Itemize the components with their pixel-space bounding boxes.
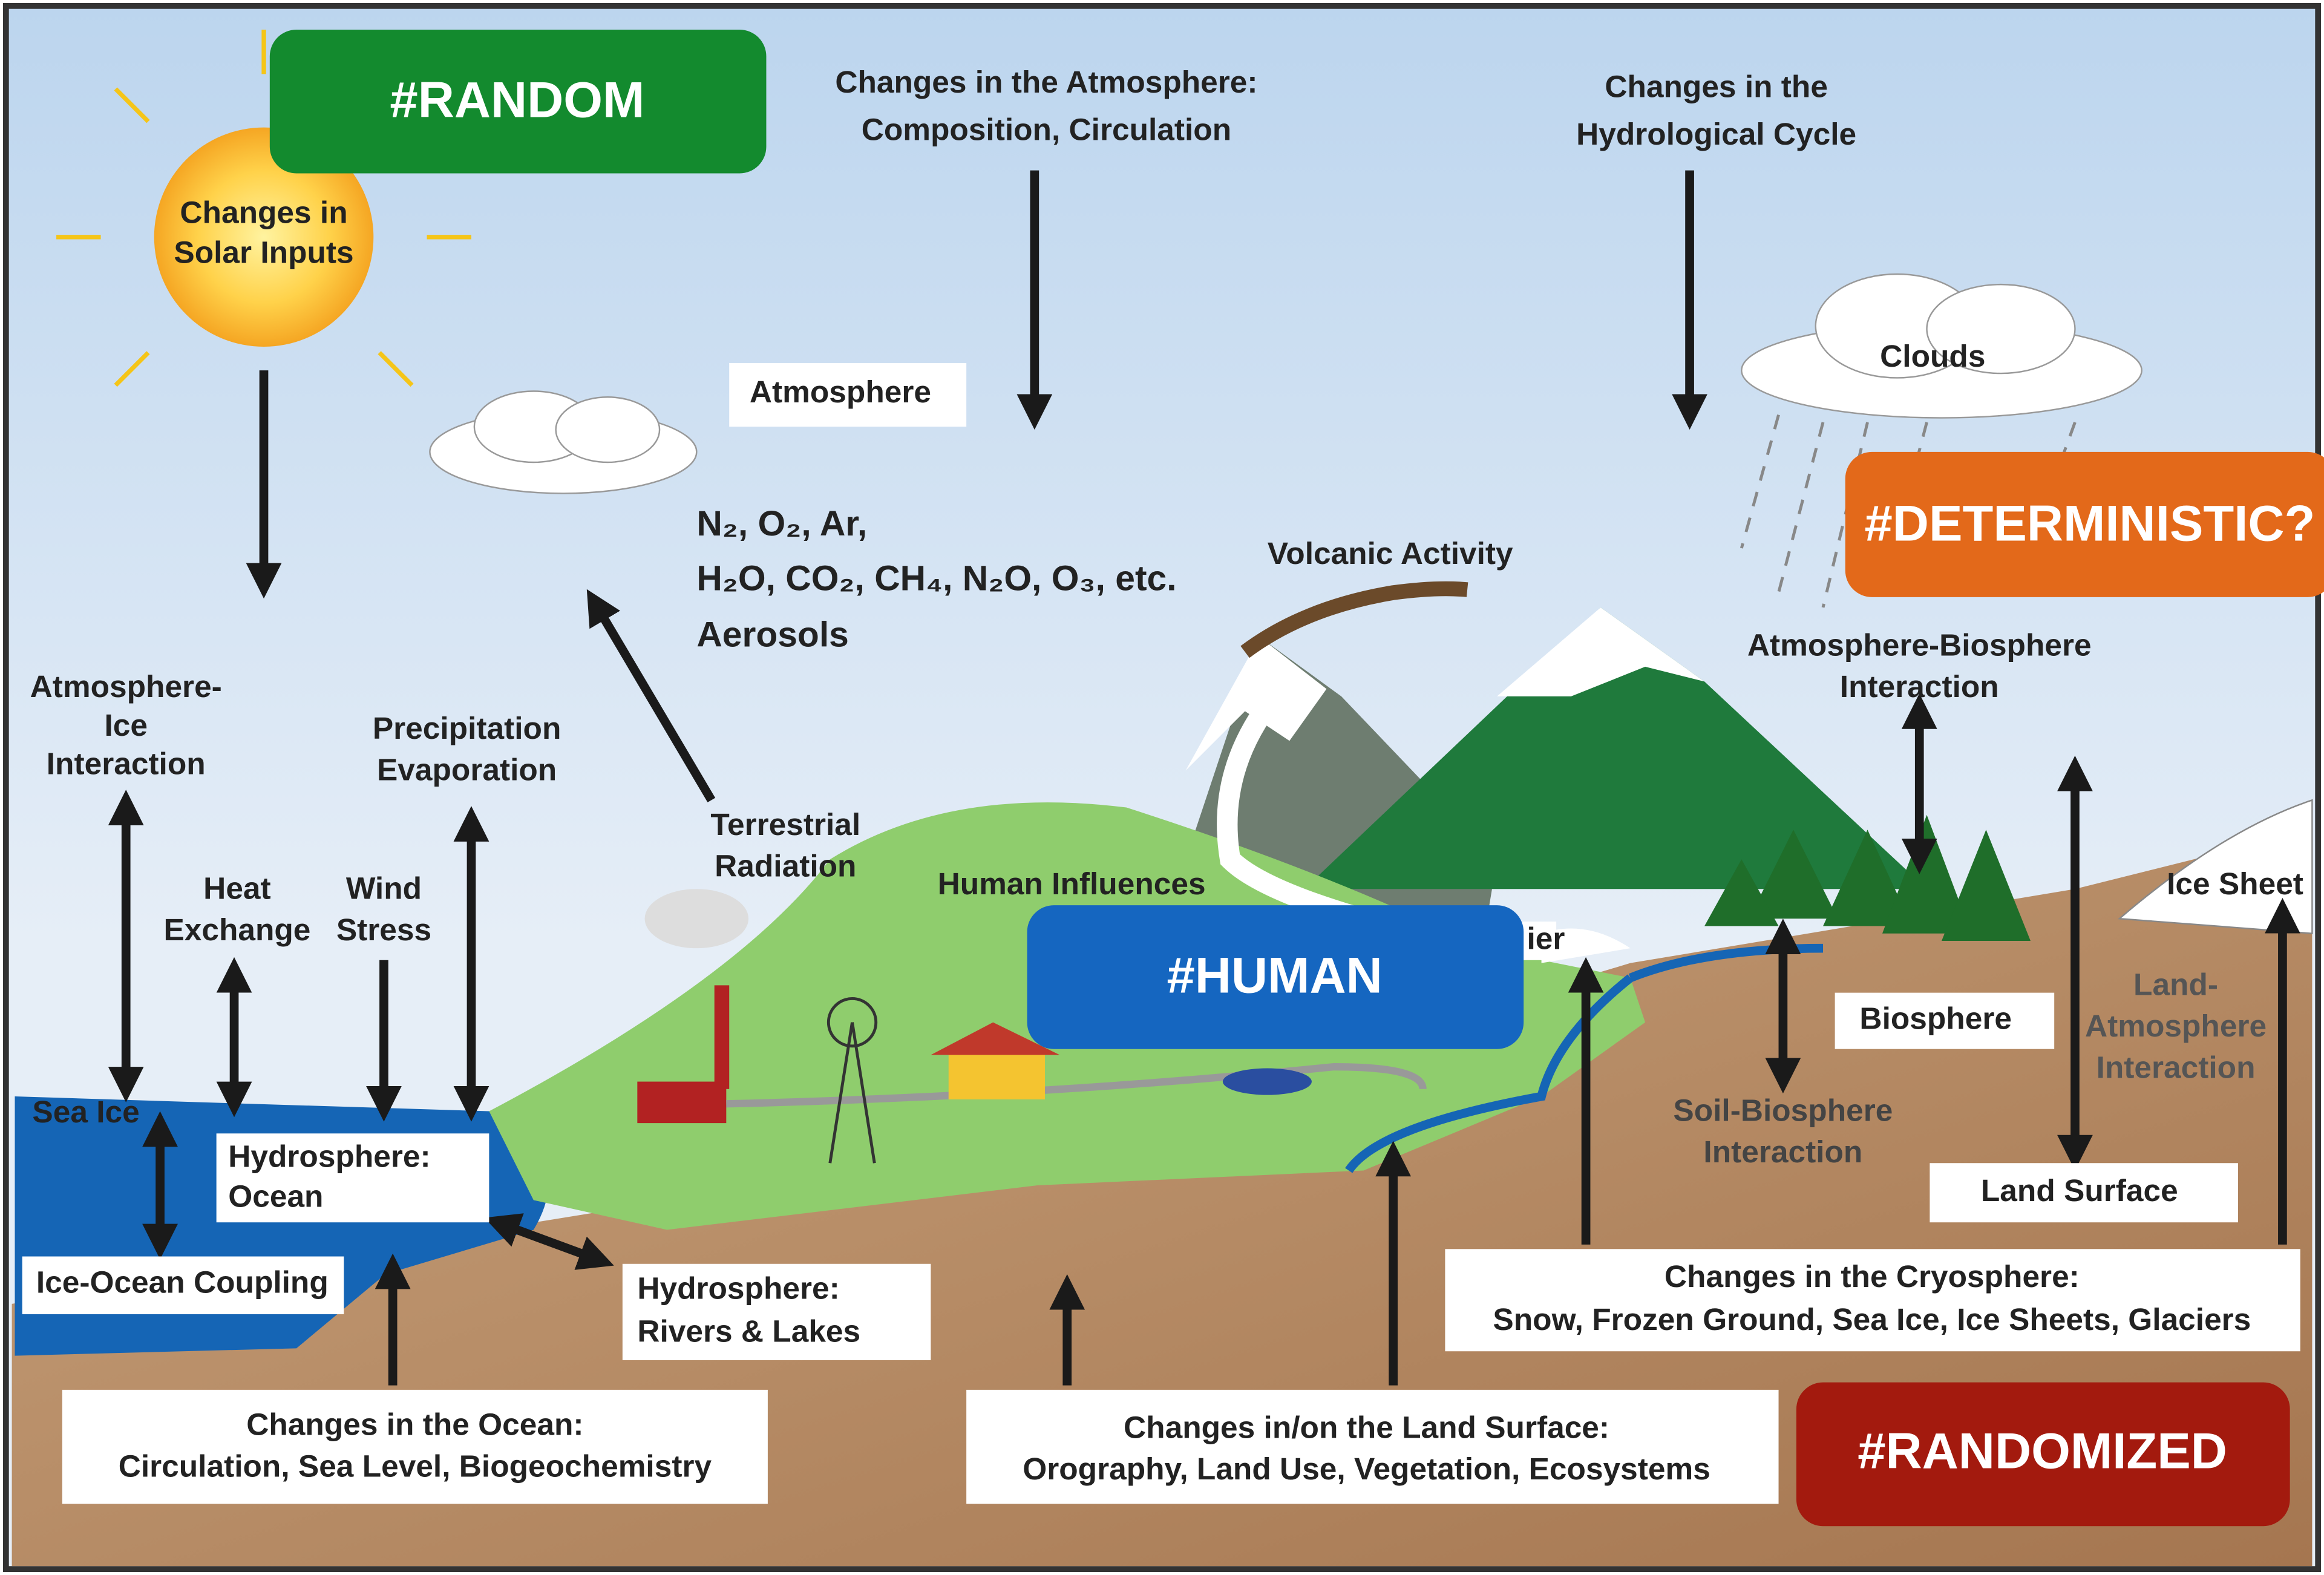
tag-randomized[interactable]: #RANDOMIZED	[1796, 1383, 2290, 1527]
climate-diagram: Changes in the Atmosphere: Composition, …	[0, 0, 2324, 1575]
label: Changes in	[180, 195, 347, 230]
label: ier	[1527, 921, 1565, 956]
label: Ocean	[228, 1179, 323, 1214]
label: Atmosphere-Biosphere	[1747, 627, 2092, 663]
label: Precipitation	[373, 710, 561, 745]
label: Atmosphere-	[30, 669, 222, 704]
label: Evaporation	[377, 751, 557, 787]
label: Atmosphere	[2085, 1008, 2267, 1043]
tag-label[interactable]: #HUMAN	[1167, 948, 1383, 1004]
label: Hydrological Cycle	[1576, 116, 1856, 151]
label: Interaction	[2097, 1050, 2256, 1085]
label: Ice	[104, 707, 147, 742]
label: Stress	[336, 912, 431, 947]
label: Changes in the Cryosphere:	[1664, 1259, 2080, 1294]
label: Orography, Land Use, Vegetation, Ecosyst…	[1023, 1451, 1710, 1486]
label: Terrestrial	[710, 807, 860, 842]
label: Snow, Frozen Ground, Sea Ice, Ice Sheets…	[1493, 1302, 2251, 1337]
label: Hydrosphere:	[228, 1138, 430, 1173]
label: Land Surface	[1981, 1173, 2178, 1208]
label: Biosphere	[1859, 1001, 2012, 1036]
label: Changes in the Atmosphere:	[835, 64, 1257, 99]
label: Sea Ice	[32, 1094, 139, 1129]
label: Ice Sheet	[2167, 866, 2303, 901]
label: Changes in/on the Land Surface:	[1124, 1410, 1609, 1445]
label: Atmosphere	[750, 374, 931, 409]
label: Interaction	[1840, 669, 1999, 704]
label: Interaction	[47, 746, 206, 781]
label: Solar Inputs	[174, 235, 353, 270]
tag-random[interactable]: #RANDOM	[270, 30, 767, 174]
label: Changes in the Ocean:	[246, 1407, 583, 1442]
tag-label[interactable]: #RANDOMIZED	[1858, 1423, 2227, 1479]
label: Hydrosphere:	[637, 1270, 839, 1305]
label: Composition, Circulation	[862, 112, 1231, 147]
label: Interaction	[1703, 1134, 1862, 1169]
label: Soil-Biosphere	[1673, 1093, 1893, 1128]
label: Heat	[203, 870, 270, 905]
tag-deterministic[interactable]: #DETERMINISTIC?	[1845, 452, 2324, 597]
label: Land-	[2133, 966, 2218, 1001]
label: N₂, O₂, Ar,	[696, 504, 867, 543]
car	[1223, 1069, 1312, 1095]
label: Changes in the	[1605, 69, 1828, 104]
label: Wind	[346, 870, 422, 905]
tag-label[interactable]: #DETERMINISTIC?	[1864, 496, 2315, 552]
label: Volcanic Activity	[1268, 535, 1513, 571]
label: Circulation, Sea Level, Biogeochemistry	[119, 1448, 712, 1483]
label: Exchange	[163, 912, 310, 947]
label: Clouds	[1880, 338, 1985, 373]
label: H₂O, CO₂, CH₄, N₂O, O₃, etc.	[696, 558, 1176, 598]
label: Ice-Ocean Coupling	[36, 1265, 329, 1300]
label: Radiation	[715, 848, 856, 883]
label: Rivers & Lakes	[637, 1313, 860, 1348]
label: Aerosols	[696, 615, 849, 654]
tag-human[interactable]: #HUMAN	[1027, 905, 1524, 1049]
label: Human Influences	[938, 866, 1206, 901]
tag-label[interactable]: #RANDOM	[390, 71, 644, 128]
